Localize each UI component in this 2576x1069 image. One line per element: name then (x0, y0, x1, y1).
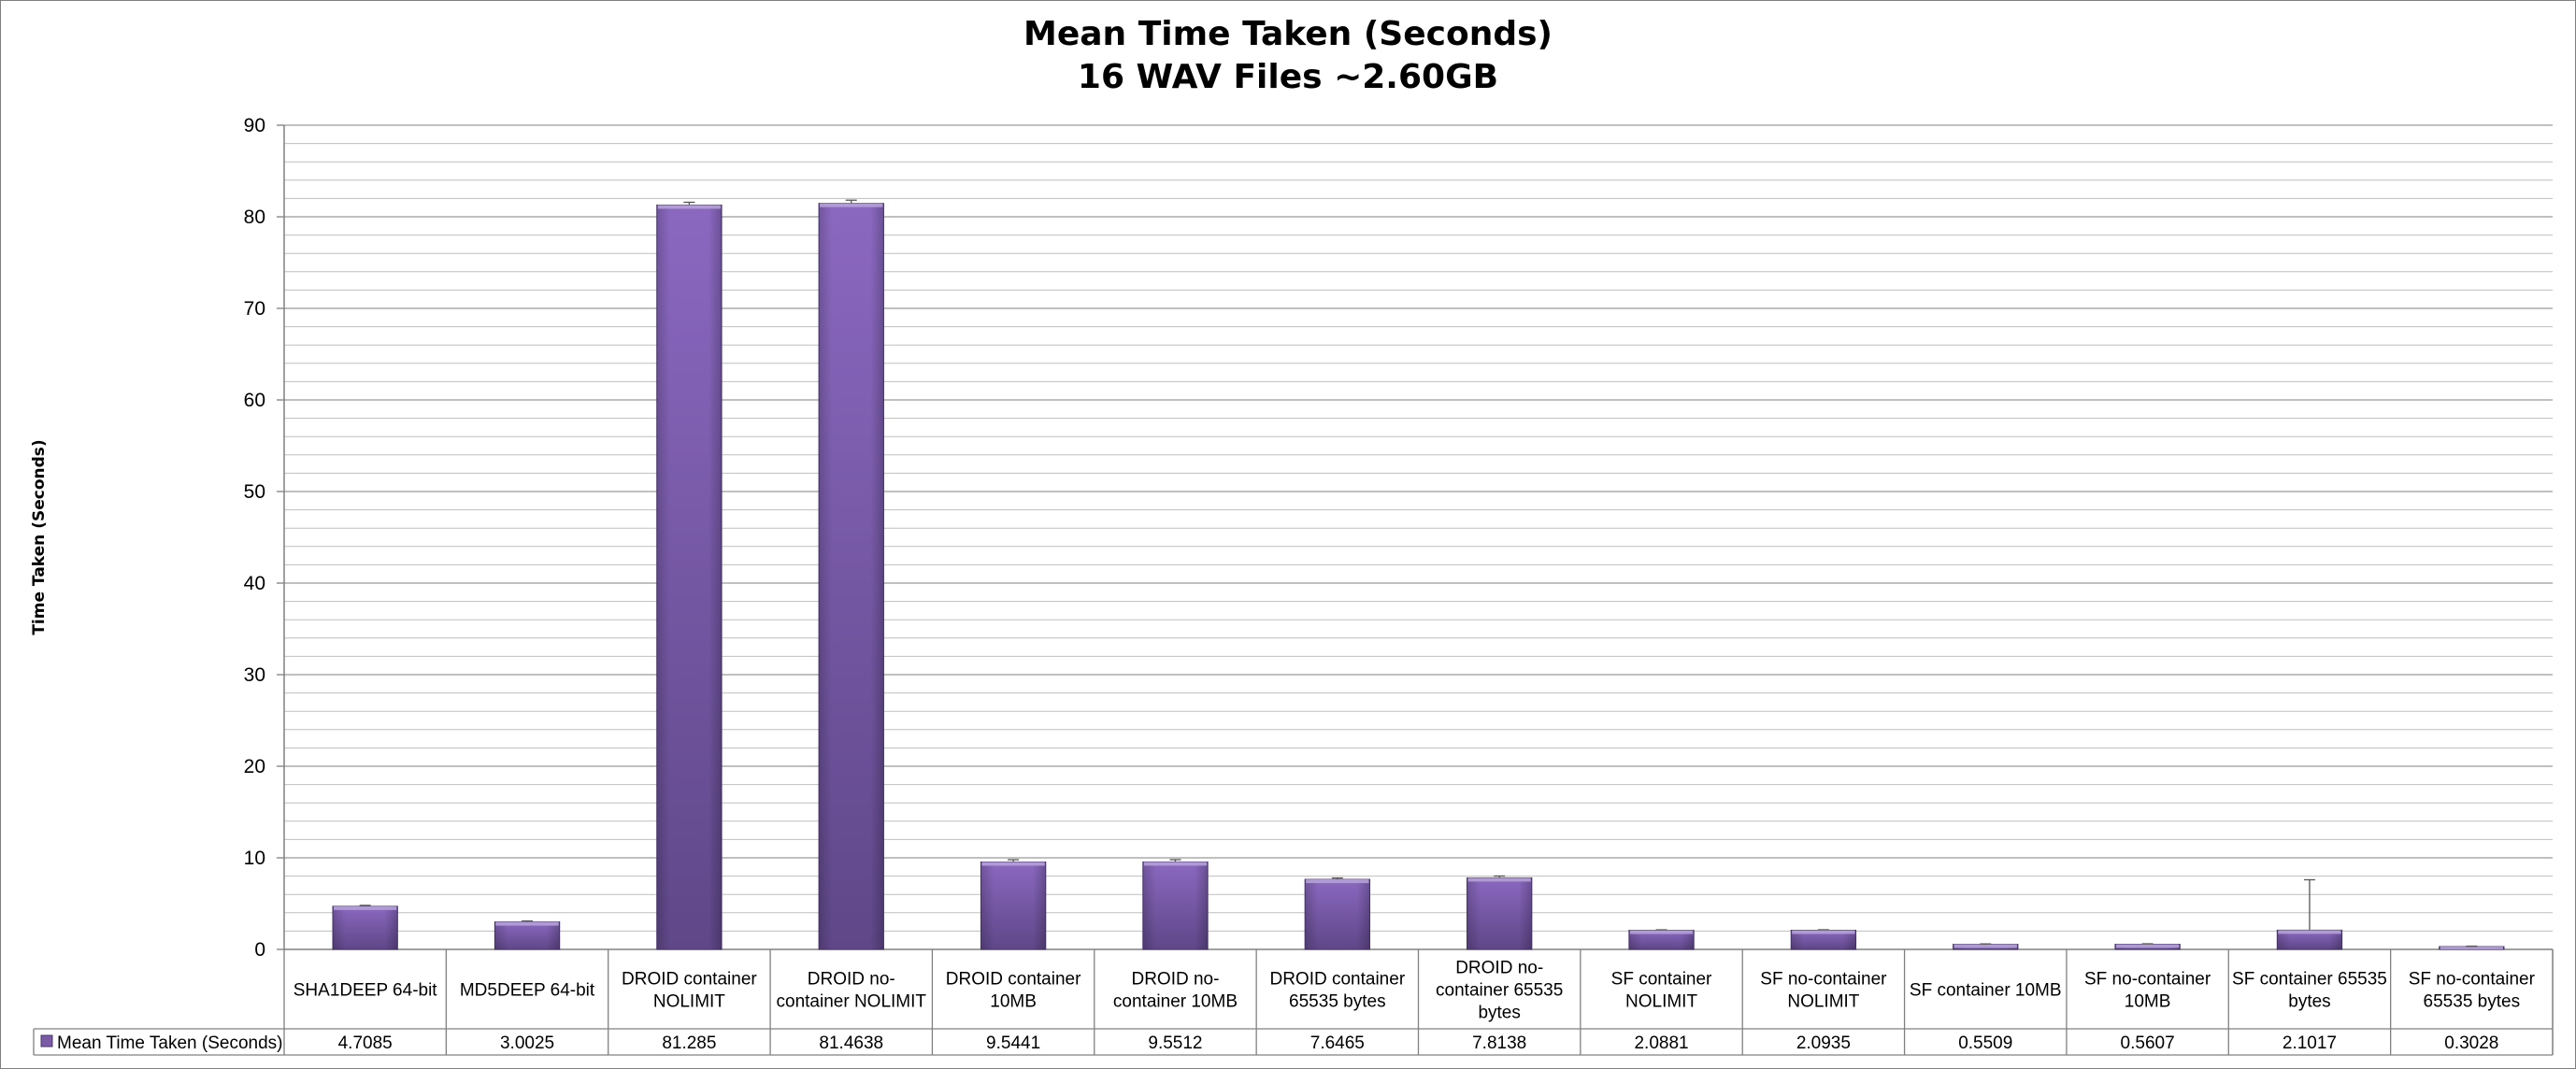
x-tick-label: SF container 10MB (1910, 981, 2062, 1001)
x-tick-label-line: SF no-container (2084, 970, 2211, 990)
bar-top-highlight (657, 205, 722, 209)
x-tick-label-line: DROID container (1269, 970, 1405, 990)
data-table-value: 9.5512 (1148, 1033, 1202, 1053)
bar-top-highlight (1629, 930, 1694, 934)
bar-shading (1467, 877, 1532, 949)
data-table-value: 3.0025 (500, 1033, 554, 1053)
x-tick-label-line: DROID no- (1455, 959, 1543, 978)
x-tick-label: SHA1DEEP 64-bit (293, 981, 438, 1001)
bar-top-highlight (1467, 877, 1531, 882)
y-tick-label: 30 (244, 664, 265, 686)
data-table-value: 0.5607 (2121, 1033, 2175, 1053)
x-tick-label-line: 65535 bytes (1289, 992, 1386, 1012)
x-tick-label-line: NOLIMIT (1625, 992, 1697, 1012)
bar-top-highlight (495, 921, 559, 926)
data-table-value: 0.5509 (1958, 1033, 2012, 1053)
bar-shading (1142, 862, 1209, 949)
bar-shading (2277, 930, 2342, 949)
legend-swatch (40, 1034, 53, 1048)
data-table-value: 2.0881 (1634, 1033, 1688, 1053)
x-tick-label-line: 10MB (2125, 992, 2171, 1012)
x-tick-label-line: SF no-container (2409, 970, 2536, 990)
x-tick-label-line: DROID container (946, 970, 1081, 990)
bar-shading (333, 905, 398, 949)
x-tick-label: SF container 65535 bytes (2232, 970, 2387, 1012)
bar-top-highlight (1143, 862, 1208, 866)
data-table-value: 7.6465 (1310, 1033, 1365, 1053)
data-table-value: 2.0935 (1796, 1033, 1851, 1053)
bar-shading (1305, 879, 1370, 949)
bar-shading (980, 862, 1046, 949)
x-tick-label-line: DROID container (622, 970, 757, 990)
x-tick-label-line: 65535 bytes (2424, 992, 2521, 1012)
bar-top-highlight (1953, 944, 2017, 948)
y-tick-label: 40 (244, 573, 265, 594)
data-table-value: 9.5441 (986, 1033, 1040, 1053)
data-table-value: 7.8138 (1472, 1033, 1526, 1053)
data-table-value: 81.4638 (819, 1033, 883, 1053)
y-tick-label: 10 (244, 848, 265, 869)
x-tick-label-line: SF no-container (1760, 970, 1887, 990)
bar-top-highlight (2440, 947, 2503, 949)
bar-top-highlight (1792, 930, 1855, 934)
x-tick-label-line: NOLIMIT (653, 992, 725, 1012)
x-tick-label: DROID container 10MB (946, 970, 1081, 1012)
gridlines (284, 124, 2553, 932)
bar-shading (1791, 930, 1856, 949)
x-tick-label-line: 10MB (990, 992, 1037, 1012)
x-tick-label-line: container 10MB (1113, 992, 1238, 1012)
bar-top-highlight (2278, 930, 2341, 934)
chart-title-text: Mean Time Taken (Seconds) (1023, 15, 1553, 53)
data-table-value: 2.1017 (2283, 1033, 2337, 1053)
bar-top-highlight (334, 905, 397, 910)
x-tick-label-line: container 65535 (1436, 981, 1563, 1001)
y-tick-label: 70 (244, 298, 265, 320)
x-tick-label: SF no-container NOLIMIT (1760, 970, 1887, 1012)
data-table-value: 4.7085 (338, 1033, 393, 1053)
x-tick-label-line: bytes (2288, 992, 2330, 1012)
x-tick-label-line: bytes (1478, 1004, 1520, 1023)
x-tick-label-line: MD5DEEP 64-bit (460, 981, 595, 1001)
y-tick-label: 20 (244, 756, 265, 777)
data-table-value: 81.285 (662, 1033, 716, 1053)
bar-top-highlight (1306, 879, 1369, 884)
chart-subtitle: 16 WAV Files ~2.60GB (1077, 58, 1499, 96)
bars (332, 199, 2505, 950)
data-table-value: 0.3028 (2444, 1033, 2498, 1053)
x-tick-label-line: SF container 10MB (1910, 981, 2062, 1001)
x-tick-label-line: SHA1DEEP 64-bit (293, 981, 438, 1001)
x-tick-label: SF no-container 10MB (2084, 970, 2211, 1012)
bar-top-highlight (2115, 944, 2180, 948)
data-table: SHA1DEEP 64-bit MD5DEEP 64-bit DROID conta… (33, 949, 2554, 1056)
bar-shading (494, 921, 560, 949)
x-tick-label: DROID no-container 65535 bytes (1436, 959, 1563, 1023)
y-tick-label: 0 (254, 939, 265, 961)
axes: 0 10 20 30 40 50 60 70 80 90 (244, 115, 2553, 961)
x-tick-label-line: DROID no- (1131, 970, 1219, 990)
x-tick-label: SF container NOLIMIT (1611, 970, 1712, 1012)
bar-shading (819, 203, 884, 949)
x-tick-label-line: DROID no- (808, 970, 895, 990)
x-tick-label: SF no-container 65535 bytes (2409, 970, 2536, 1012)
x-tick-label: DROID no-container NOLIMIT (777, 970, 927, 1012)
bar-top-highlight (820, 203, 883, 207)
bar-top-highlight (981, 862, 1045, 866)
bar-shading (656, 205, 723, 950)
x-tick-label: DROID no-container 10MB (1113, 970, 1238, 1012)
x-tick-label-line: SF container (1611, 970, 1712, 990)
y-tick-label: 90 (244, 115, 265, 136)
y-tick-label: 50 (244, 481, 265, 503)
x-tick-label: MD5DEEP 64-bit (460, 981, 595, 1001)
y-tick-label: 60 (244, 390, 265, 411)
x-tick-label-line: container NOLIMIT (777, 992, 927, 1012)
x-tick-label-line: SF container 65535 (2232, 970, 2387, 990)
bar-shading (1628, 930, 1695, 949)
x-tick-label: DROID container NOLIMIT (622, 970, 757, 1012)
x-tick-label: DROID container 65535 bytes (1269, 970, 1405, 1012)
y-tick-label: 80 (244, 207, 265, 228)
legend-label: Mean Time Taken (Seconds) (57, 1033, 283, 1053)
x-tick-label-line: NOLIMIT (1787, 992, 1859, 1012)
